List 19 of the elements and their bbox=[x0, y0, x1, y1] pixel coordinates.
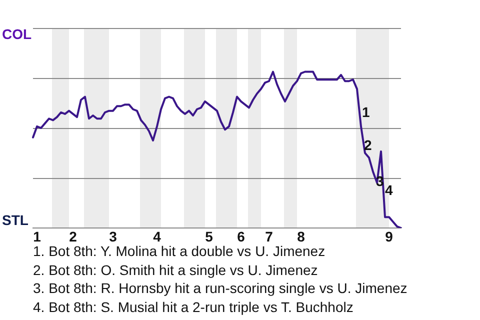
text: 4. Bot 8th: S. Musial hit a 2-run triple vs T. Buchholz bbox=[33, 298, 354, 317]
x-tick-label: 3 bbox=[109, 228, 118, 244]
x-tick-label: 6 bbox=[237, 228, 246, 244]
text: COL bbox=[2, 26, 32, 42]
x-tick-label: 5 bbox=[205, 228, 214, 244]
annotation: 3 bbox=[376, 173, 384, 189]
text: 3. Bot 8th: R. Hornsby hit a run-scoring single vs U. Jimenez bbox=[33, 279, 408, 298]
x-tick-label: 7 bbox=[265, 228, 274, 244]
x-tick-label: 4 bbox=[153, 228, 162, 244]
x-tick-label: 1 bbox=[33, 228, 42, 244]
x-tick-label: 8 bbox=[297, 228, 306, 244]
text: 1. Bot 8th: Y. Molina hit a double vs U. Jimenez bbox=[33, 243, 326, 259]
x-tick-label: 2 bbox=[69, 228, 78, 244]
text: STL bbox=[2, 212, 28, 228]
annotation: 4 bbox=[385, 182, 393, 198]
annotation: 1 bbox=[362, 104, 370, 120]
text: 2. Bot 8th: O. Smith hit a single vs U. Jimenez bbox=[33, 260, 319, 280]
annotation: 2 bbox=[364, 137, 372, 153]
x-tick-label: 9 bbox=[385, 228, 394, 244]
